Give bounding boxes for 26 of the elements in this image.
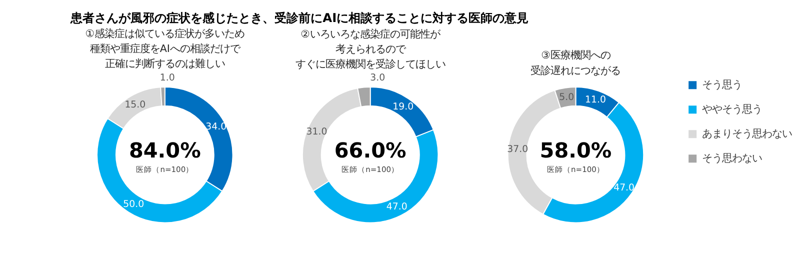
data-label: 47.0 xyxy=(386,202,408,213)
legend-label: あまりそう思わない xyxy=(702,128,792,140)
text: 66.0% xyxy=(334,138,406,163)
data-label: 5.0 xyxy=(559,92,574,103)
data-label: 47.0 xyxy=(614,182,635,194)
chart-subtitle: ②いろいろな感染症の可能性が考えられるのですぐに医療機関を受診してほしい xyxy=(295,28,446,71)
text: 58.0% xyxy=(540,138,612,163)
data-label: 15.0 xyxy=(124,99,146,110)
data-label: 34.0 xyxy=(206,122,227,133)
data-label: 50.0 xyxy=(123,198,144,210)
legend-label: そう思わない xyxy=(702,152,762,164)
data-label: 1.0 xyxy=(160,72,175,84)
data-label: 11.0 xyxy=(585,94,606,106)
chart-subtitle: ①感染症は似ている症状が多いため種類や重症度をAIへの相談だけで正確に判断するのは難しい xyxy=(85,28,245,70)
data-label: 3.0 xyxy=(370,72,386,84)
data-label: 19.0 xyxy=(392,101,414,112)
text: 医師（n=100） xyxy=(342,164,400,174)
text: 84.0% xyxy=(128,138,202,163)
data-label: 31.0 xyxy=(306,126,328,138)
data-label: 37.0 xyxy=(507,144,528,156)
text: 患者さんが風邪の症状を感じたとき、受診前にAIに相談することに対する医師の意見 xyxy=(70,11,529,26)
legend-label: そう思う xyxy=(702,78,742,91)
legend-label: ややそう思う xyxy=(702,103,762,116)
text: 医師（n=100） xyxy=(136,164,194,174)
text: 医師（n=100） xyxy=(547,164,604,174)
chart-subtitle: ③医療機関への受診遅れにつながる xyxy=(530,50,621,77)
